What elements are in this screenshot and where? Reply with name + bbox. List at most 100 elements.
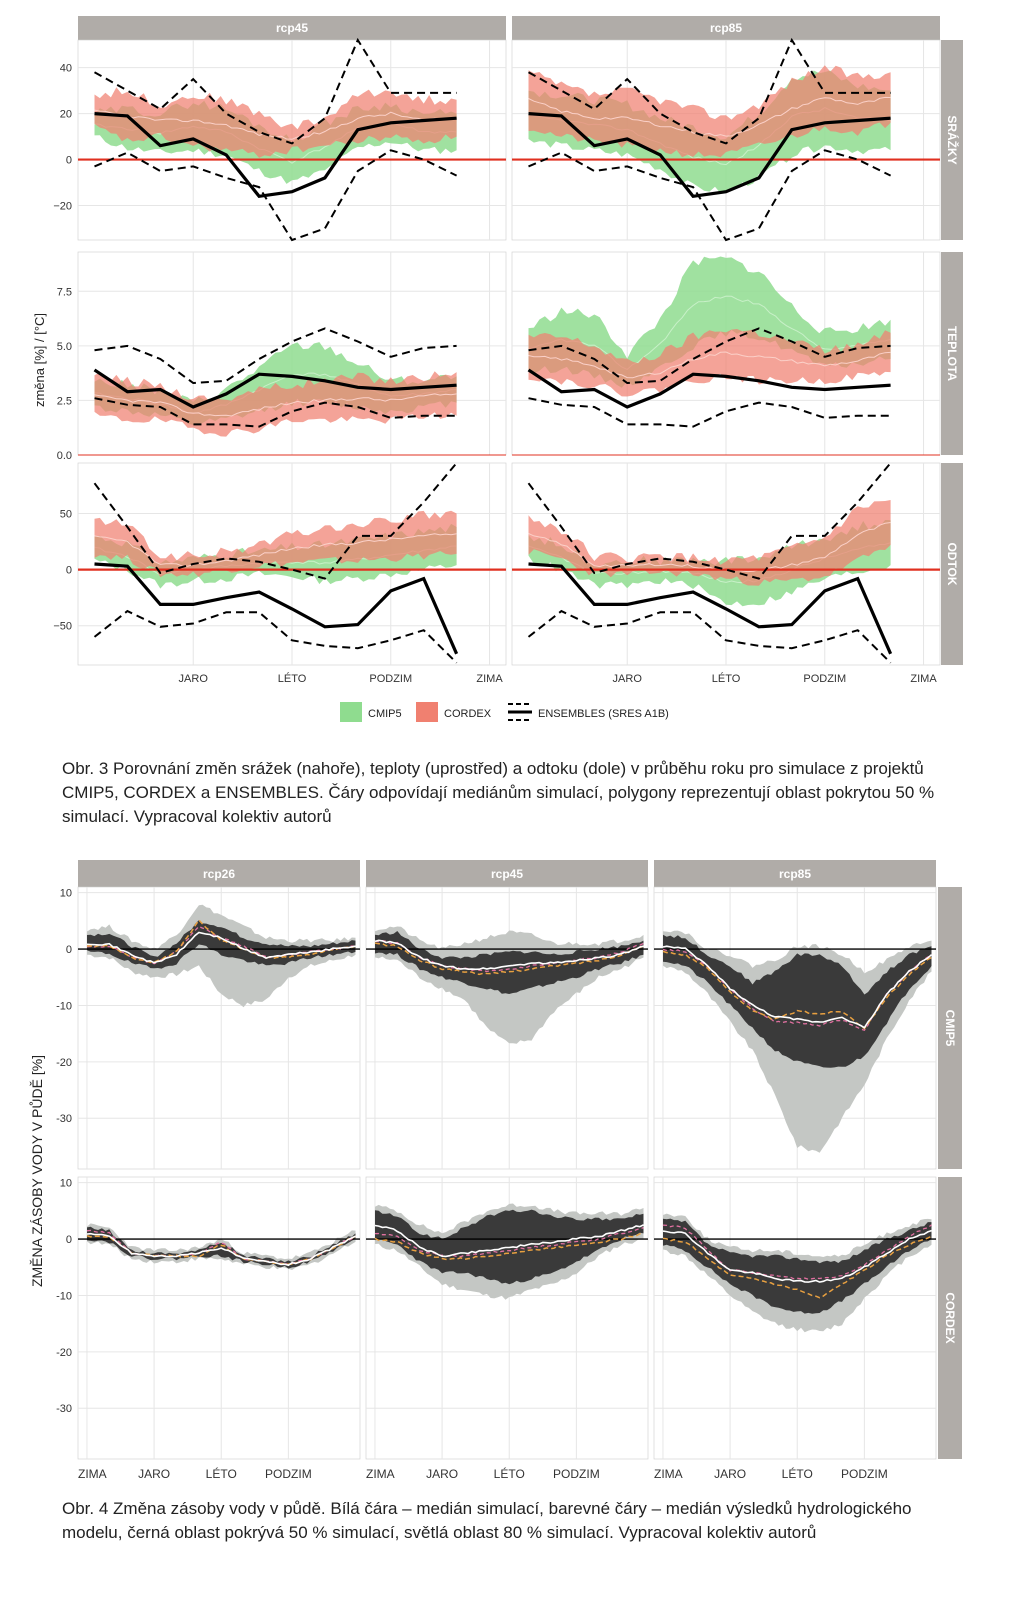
column-strip-rcp45	[78, 16, 506, 40]
y-tick-label: -20	[56, 1347, 72, 1359]
row-strip-label-ODTOK: ODTOK	[945, 542, 959, 585]
ensembles-upper-line	[527, 462, 892, 580]
panel-CMIP5-rcp85	[653, 886, 937, 1170]
y-tick-label: -30	[56, 1113, 72, 1125]
column-strip-label-rcp45: rcp45	[491, 867, 523, 881]
band-50-percent	[663, 934, 932, 1068]
row-strip-label-SRÁŽKY: SRÁŽKY	[945, 115, 960, 164]
y-tick-label: -10	[56, 1290, 72, 1302]
row-strip-label-CMIP5: CMIP5	[943, 1010, 957, 1047]
x-tick-label: LÉTO	[782, 1466, 813, 1481]
row-strip-label-TEPLOTA: TEPLOTA	[945, 326, 959, 381]
x-tick-label: JARO	[138, 1467, 170, 1481]
panel-TEPLOTA-rcp45	[77, 251, 507, 456]
figure-4-chart: ZMĚNA ZÁSOBY VODY V PŮDĚ [%] rcp26 rcp45 rc…	[28, 860, 962, 1481]
figure-3-chart: změna [%] / [°C] rcp45 rcp85 SRÁŽKY 40 20 0 −20…	[32, 16, 963, 722]
hydro-median-line-orange	[86, 918, 356, 964]
hydro-median-line-pink	[374, 1227, 644, 1258]
ensembles-lower-line	[94, 397, 457, 428]
panel-ODTOK-rcp45	[77, 462, 507, 666]
x-tick-label: LÉTO	[278, 672, 307, 685]
x-tick-label: JARO	[613, 673, 643, 685]
ensembles-upper-line	[94, 37, 457, 145]
hydro-median-line-orange	[374, 1232, 644, 1261]
cordex-band	[528, 500, 891, 586]
x-tick-label: ZIMA	[366, 1467, 395, 1481]
ensembles-upper-line	[528, 37, 891, 145]
y-tick-label: 7.5	[57, 286, 72, 298]
x-tick-label: ZIMA	[910, 673, 937, 685]
y-tick-label: 10	[60, 888, 72, 900]
y-tick-label: -10	[56, 1000, 72, 1012]
ensembles-upper-line	[94, 327, 457, 385]
legend-label-cordex: CORDEX	[444, 708, 492, 720]
x-tick-label: ZIMA	[654, 1467, 683, 1481]
y-tick-label: -20	[56, 1057, 72, 1069]
column-strip-rcp85	[654, 860, 936, 887]
legend-label-cmip5: CMIP5	[368, 708, 402, 720]
panel-CORDEX-rcp85	[653, 1176, 937, 1460]
cordex-median-line	[528, 522, 891, 573]
y-tick-label: 0	[66, 155, 72, 167]
simulation-median-line	[374, 1224, 644, 1258]
panel-CORDEX-rcp26	[77, 1176, 361, 1460]
y-tick-label: 5.0	[57, 341, 72, 353]
panel-background	[77, 1176, 361, 1460]
x-tick-label: LÉTO	[712, 672, 741, 685]
y-tick-label: 40	[60, 63, 72, 75]
y-tick-label: −50	[53, 621, 72, 633]
x-tick-label: LÉTO	[494, 1466, 525, 1481]
ensembles-upper-line	[93, 462, 458, 580]
y-tick-label: 0	[66, 1234, 72, 1246]
legend-swatch-cmip5	[340, 702, 362, 722]
ensembles-lower-line	[93, 609, 458, 664]
legend-label-ensembles: ENSEMBLES (SRES A1B)	[538, 708, 669, 720]
cmip5-band	[528, 256, 891, 388]
row-strip-CMIP5	[938, 887, 962, 1169]
ensembles-lower-line	[527, 609, 892, 664]
column-strip-rcp45	[366, 860, 648, 887]
panel-SRÁŽKY-rcp85	[511, 37, 941, 242]
x-tick-label: JARO	[426, 1467, 458, 1481]
cordex-median-line	[528, 96, 891, 137]
y-axis-title: změna [%] / [°C]	[32, 313, 47, 407]
y-axis-title: ZMĚNA ZÁSOBY VODY V PŮDĚ [%]	[28, 1055, 45, 1287]
hydro-median-line-orange	[662, 1235, 932, 1299]
ensembles-median-line	[93, 368, 457, 409]
simulation-median-line	[86, 931, 356, 964]
column-strip-label-rcp85: rcp85	[779, 867, 811, 881]
y-tick-label: −20	[53, 201, 72, 213]
ensembles-median-line	[528, 112, 891, 199]
panel-ODTOK-rcp85	[511, 462, 941, 666]
cmip5-median-line	[528, 295, 891, 370]
cordex-band	[528, 65, 891, 158]
legend: CMIP5 CORDEX ENSEMBLES (SRES A1B)	[340, 702, 669, 722]
cordex-median-line	[94, 533, 457, 567]
column-strip-rcp85	[512, 16, 940, 40]
row-strip-label-CORDEX: CORDEX	[943, 1292, 957, 1343]
row-strip-CORDEX	[938, 1177, 962, 1459]
y-tick-label: 0.0	[57, 450, 72, 462]
ensembles-lower-line	[94, 149, 458, 242]
ensembles-median-line	[94, 112, 457, 199]
panel-CMIP5-rcp26	[77, 886, 361, 1170]
ensembles-lower-line	[528, 149, 892, 242]
band-50-percent	[375, 931, 644, 994]
x-tick-label: ZIMA	[476, 673, 503, 685]
x-tick-label: PODZIM	[369, 673, 412, 685]
cordex-median-line	[528, 351, 891, 379]
x-tick-label: PODZIM	[265, 1467, 312, 1481]
panel-CMIP5-rcp45	[365, 886, 649, 1170]
cordex-median-line	[94, 393, 457, 417]
ensembles-median-line	[528, 562, 893, 655]
panel-SRÁŽKY-rcp45	[77, 37, 507, 242]
ensembles-lower-line	[528, 397, 891, 428]
panel-CORDEX-rcp45	[365, 1176, 649, 1460]
hydro-median-line-orange	[662, 950, 932, 1030]
band-50-percent	[87, 920, 356, 969]
ensembles-median-line	[94, 562, 459, 655]
column-strip-label-rcp45: rcp45	[276, 21, 308, 35]
x-tick-label: LÉTO	[206, 1466, 237, 1481]
simulation-median-line	[662, 945, 933, 1029]
ensembles-upper-line	[528, 327, 891, 385]
